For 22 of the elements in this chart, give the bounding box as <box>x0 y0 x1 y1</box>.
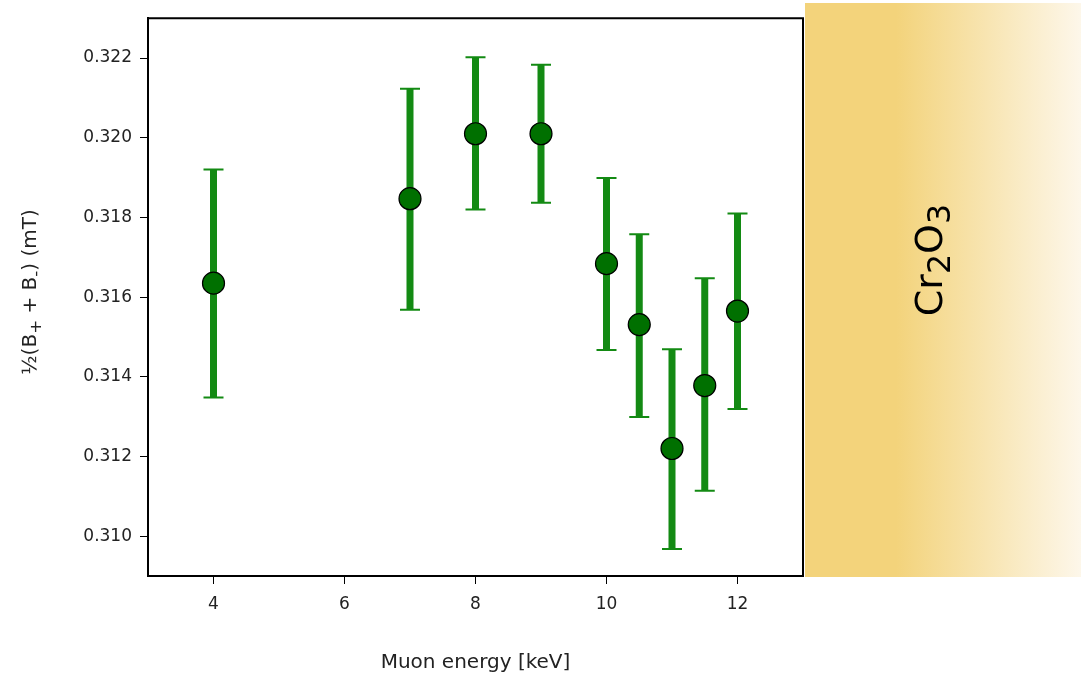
x-tick-label: 6 <box>339 592 350 613</box>
y-tick-label: 0.322 <box>83 46 132 67</box>
y-tick-label: 0.316 <box>83 285 132 306</box>
x-axis-title: Muon energy [keV] <box>380 649 571 674</box>
y-tick-label: 0.312 <box>83 444 132 465</box>
y-tick-label: 0.318 <box>83 205 132 226</box>
point <box>627 312 651 337</box>
y-tick-label: 0.314 <box>83 365 132 386</box>
x-tick-label: 12 <box>726 592 749 613</box>
point <box>529 122 553 146</box>
point <box>594 252 619 276</box>
point <box>660 436 684 461</box>
point <box>725 299 750 323</box>
x-tick-label: 4 <box>208 592 219 613</box>
x-tick-label: 8 <box>470 592 481 613</box>
x-tick-label: 10 <box>595 592 618 613</box>
y-tick-label: 0.320 <box>83 126 132 147</box>
y-tick-label: 0.310 <box>83 524 132 545</box>
point <box>463 122 488 146</box>
point <box>693 373 717 398</box>
point <box>201 271 226 295</box>
point <box>398 187 422 211</box>
